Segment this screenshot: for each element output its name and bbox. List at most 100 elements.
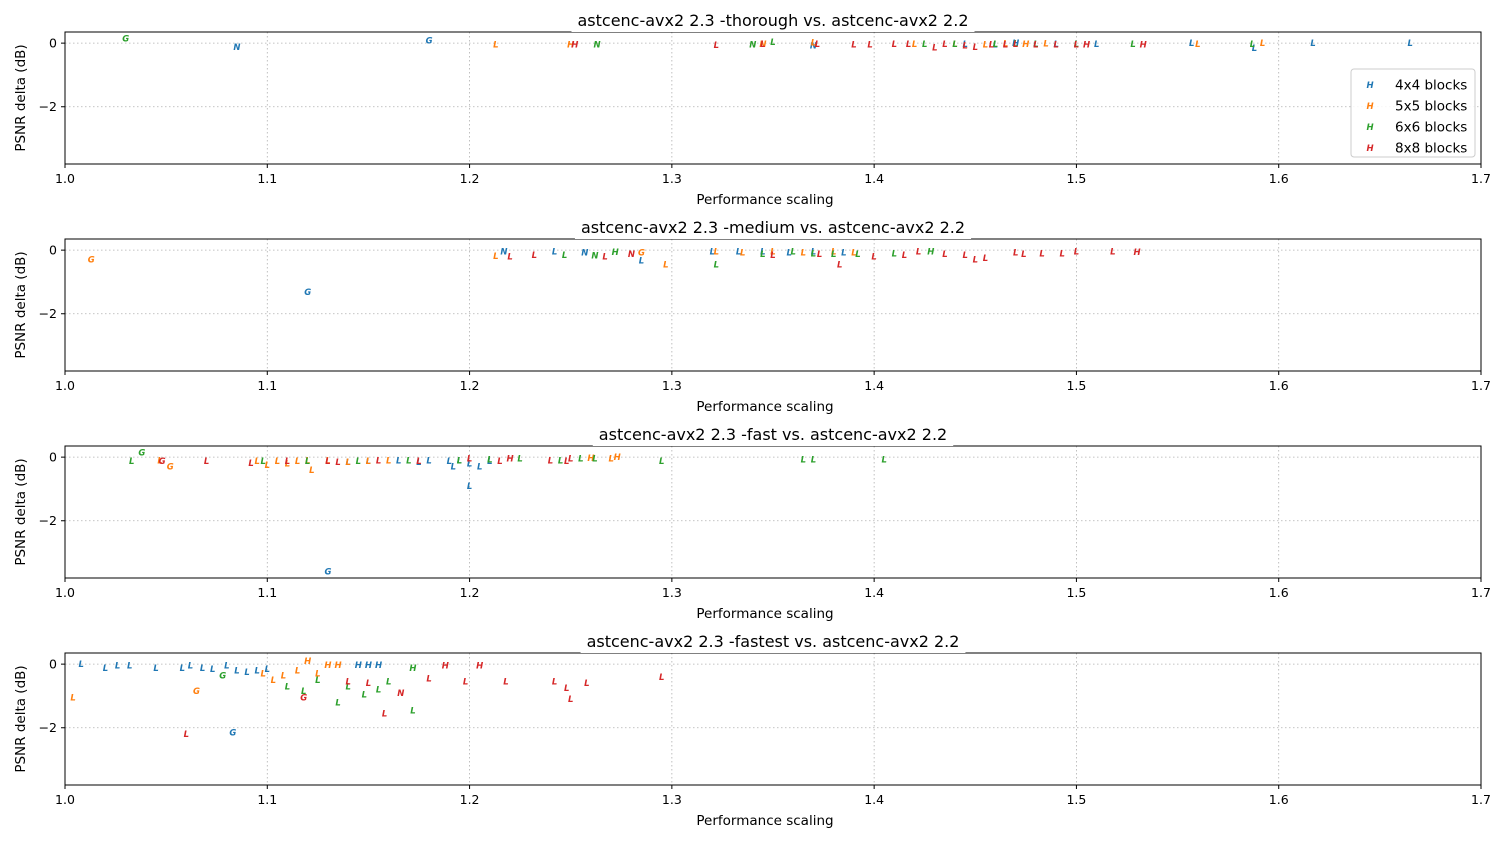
data-point: L [983, 254, 988, 264]
data-point: L [115, 662, 120, 672]
x-axis-label: Performance scaling [696, 192, 833, 208]
data-point: L [1033, 40, 1038, 50]
data-point: L [210, 665, 215, 675]
y-tick-label: −2 [39, 720, 57, 735]
data-point: G [88, 256, 95, 266]
data-point: L [608, 455, 613, 465]
x-tick-label: 1.3 [662, 585, 682, 600]
data-point: L [497, 457, 502, 467]
data-point: N [810, 42, 817, 52]
data-point: L [457, 456, 462, 466]
data-point: N [233, 43, 240, 53]
data-point: L [366, 457, 371, 467]
data-point: L [188, 662, 193, 672]
data-point: H [1022, 40, 1029, 50]
data-point: L [760, 40, 765, 50]
data-point: G [304, 288, 311, 298]
data-point: L [1053, 40, 1058, 50]
data-point: H [567, 41, 574, 51]
data-point: L [457, 456, 462, 466]
data-point: L [1195, 40, 1200, 50]
data-point: L [714, 260, 719, 270]
data-point: N [581, 249, 588, 259]
x-tick-label: 1.4 [864, 171, 884, 186]
plot-frame [64, 652, 1482, 786]
data-point: H [1012, 39, 1019, 49]
data-point: L [851, 248, 856, 258]
data-point: L [467, 482, 472, 492]
data-point: L [301, 687, 306, 697]
data-point: L [912, 40, 917, 50]
data-point: L [1310, 39, 1315, 49]
data-point: L [127, 662, 132, 672]
data-point: L [157, 456, 162, 466]
data-point: L [851, 40, 856, 50]
data-point: G [193, 687, 200, 697]
data-point: L [1033, 41, 1038, 51]
data-point: L [568, 455, 573, 465]
data-point: L [740, 248, 745, 258]
data-point: L [366, 457, 371, 467]
data-point: G [159, 457, 166, 467]
data-point: L [254, 666, 259, 676]
x-tick-label: 1.4 [864, 585, 884, 600]
data-point: G [219, 671, 226, 681]
y-tick-label: −2 [39, 99, 57, 114]
x-tick-label: 1.0 [55, 378, 75, 393]
series-6x6: L N HLL L L L L L H [562, 248, 934, 271]
legend-label-6x6: 6x6 blocks [1395, 120, 1467, 136]
data-point: L [1013, 40, 1018, 50]
data-point: L [493, 252, 498, 262]
data-point: L [892, 249, 897, 259]
x-tick-label: 1.4 [864, 792, 884, 807]
data-point: L [1094, 40, 1099, 50]
data-point: H [614, 453, 621, 463]
data-point: L [234, 666, 239, 676]
data-point: L [503, 678, 508, 688]
data-point: L [1110, 248, 1115, 258]
data-point: L [831, 248, 836, 258]
series-4x4: L L L L L L L L L LGL L L L H H H [78, 660, 382, 738]
data-point: L [1189, 39, 1194, 49]
x-tick-label: 1.3 [662, 378, 682, 393]
data-point: L [584, 679, 589, 689]
series-6x6: GN N L L L L L L L L L [122, 34, 1255, 50]
data-point: H [1134, 248, 1141, 258]
data-point: L [841, 248, 846, 258]
chart-title: astcenc-avx2 2.3 -medium vs. astcenc-avx… [581, 218, 965, 237]
series-5x5: G L GLL L L L L L [88, 248, 857, 271]
y-tick-label: 0 [49, 657, 57, 672]
data-point: L [281, 671, 286, 681]
data-point: L [760, 250, 765, 260]
data-point: L [811, 249, 816, 259]
x-tick-label: 1.0 [55, 585, 75, 600]
data-point: L [952, 40, 957, 50]
data-point: L [760, 248, 765, 258]
x-tick-label: 1.2 [460, 378, 480, 393]
data-point: L [1252, 44, 1257, 54]
chart-title: astcenc-avx2 2.3 -fast vs. astcenc-avx2 … [599, 425, 947, 444]
data-point: L [558, 456, 563, 466]
data-point: L [285, 459, 290, 469]
y-tick-label: 0 [49, 36, 57, 51]
data-point: L [983, 40, 988, 50]
series-8x8: L L L N L LLL L L L L L LL L L L L L H [507, 248, 1140, 271]
data-point: L [305, 457, 310, 467]
chart-panel-4: 1.0 1.1 1.2 1.3 1.4 1.5 1.6 1.7 0 −2 Performance s… [13, 631, 1491, 829]
data-point: L [791, 248, 796, 258]
chart-panel-2: 1.0 1.1 1.2 1.3 1.4 1.5 1.6 1.7 0 −2 Performance s… [13, 217, 1491, 415]
data-point: H [324, 661, 331, 671]
data-point: L [1074, 40, 1079, 50]
data-point: L [78, 660, 83, 670]
data-point: L [517, 455, 522, 465]
legend-marker-5x5: H [1366, 102, 1373, 112]
title-background [580, 631, 966, 653]
data-point: L [477, 463, 482, 473]
data-point: L [335, 698, 340, 708]
data-point: L [786, 248, 791, 258]
series-5x5: LGL L L L L LLL L L L H L H [157, 453, 620, 476]
data-point: L [801, 248, 806, 258]
data-point: G [122, 34, 129, 44]
